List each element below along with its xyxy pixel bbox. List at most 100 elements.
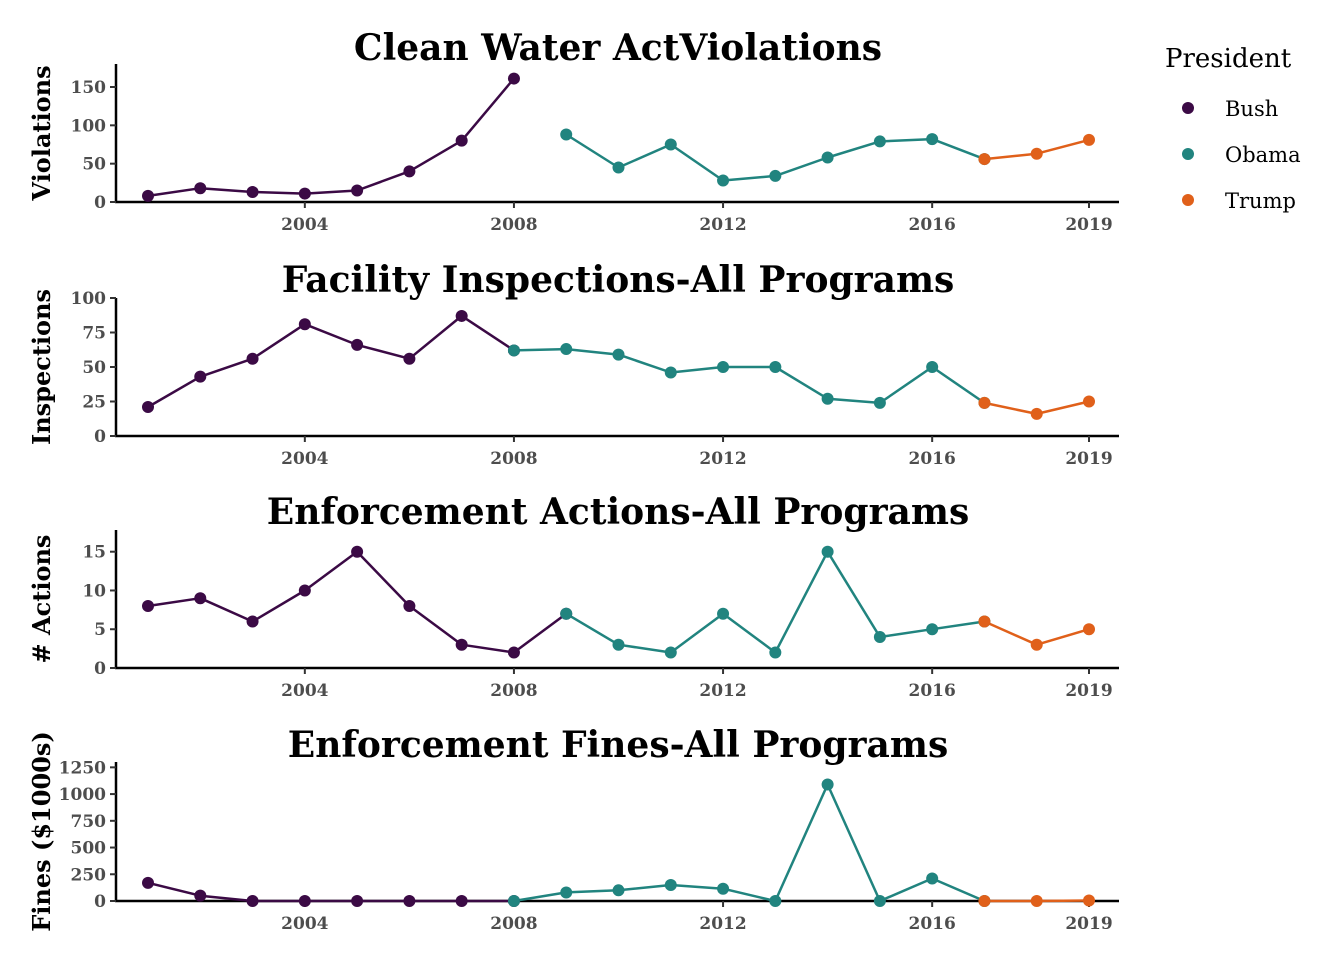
data-point-trump [1083, 623, 1095, 636]
data-point-obama [821, 151, 834, 164]
data-point-bush [142, 599, 154, 612]
data-point-obama [873, 630, 886, 643]
data-point-obama [926, 623, 939, 636]
data-point-obama [717, 174, 730, 187]
data-point-obama [560, 886, 573, 899]
y-tick-label: 50 [82, 155, 106, 175]
data-point-bush [351, 895, 364, 907]
x-tick-label: 2019 [1065, 681, 1112, 701]
y-tick-label: 25 [82, 393, 106, 413]
y-tick-label: 10 [82, 581, 106, 601]
data-point-obama [717, 607, 730, 620]
data-point-obama [769, 169, 782, 182]
data-point-obama [664, 878, 677, 891]
legend-swatch-trump [1182, 194, 1194, 206]
data-point-bush [403, 895, 416, 907]
legend-label-bush: Bush [1225, 97, 1278, 121]
data-point-bush [507, 72, 520, 85]
data-point-bush [455, 309, 468, 322]
data-point-bush [246, 186, 259, 199]
data-point-obama [873, 135, 886, 148]
legend-label-trump: Trump [1225, 189, 1296, 213]
x-tick-label: 2008 [490, 914, 537, 934]
legend-item-bush: Bush [1182, 97, 1278, 121]
data-point-bush [246, 615, 259, 628]
legend-item-trump: Trump [1182, 189, 1296, 213]
x-tick-label: 2019 [1065, 914, 1112, 934]
data-point-trump [978, 895, 991, 907]
data-point-bush [403, 352, 416, 365]
y-tick-label: 1250 [59, 758, 106, 778]
legend-label-obama: Obama [1225, 143, 1301, 167]
legend-swatch-bush [1182, 102, 1194, 114]
x-tick-label: 2008 [490, 215, 537, 235]
data-point-obama [717, 882, 730, 895]
y-axis-label: # Actions [27, 535, 56, 664]
x-tick-label: 2016 [909, 215, 956, 235]
data-point-bush [351, 338, 364, 351]
y-tick-label: 0 [94, 193, 106, 213]
data-point-trump [978, 153, 991, 166]
data-point-bush [455, 134, 468, 147]
data-point-bush [246, 352, 259, 365]
data-point-bush [194, 592, 207, 605]
x-tick-label: 2008 [490, 449, 537, 469]
x-tick-label: 2012 [699, 215, 746, 235]
data-point-obama [717, 361, 730, 373]
legend-swatch-obama [1182, 148, 1194, 160]
x-tick-label: 2016 [909, 449, 956, 469]
data-point-obama [926, 361, 939, 373]
series-line-bush [147, 314, 515, 409]
x-tick-label: 2016 [909, 681, 956, 701]
data-point-trump [1030, 407, 1043, 420]
series-line-obama [513, 347, 986, 405]
panel-2: Facility Inspections-All Programs Inspect… [27, 259, 1119, 469]
legend: President Bush Obama Trump [1165, 44, 1301, 213]
panel-title: Enforcement Fines-All Programs [288, 724, 948, 766]
data-point-obama [821, 545, 834, 558]
data-point-bush [194, 889, 207, 902]
y-tick-label: 500 [71, 839, 107, 859]
data-point-trump [1083, 133, 1095, 146]
data-point-trump [1083, 894, 1095, 907]
data-point-bush [298, 584, 311, 597]
panel-title: Enforcement Actions-All Programs [267, 491, 969, 533]
data-point-trump [1030, 147, 1043, 160]
legend-title: President [1165, 44, 1292, 74]
x-tick-label: 2008 [490, 681, 537, 701]
y-tick-label: 0 [94, 427, 106, 447]
y-axis-label: Inspections [27, 289, 56, 445]
data-point-obama [769, 361, 782, 373]
y-tick-label: 75 [82, 324, 106, 344]
data-point-obama [926, 133, 939, 146]
y-tick-label: 750 [71, 812, 107, 832]
data-point-obama [769, 895, 782, 907]
data-point-bush [507, 646, 520, 659]
data-point-obama [821, 392, 834, 405]
data-point-obama [769, 646, 782, 659]
series-line-obama [513, 783, 985, 903]
panel-4: Enforcement Fines-All Programs Fines ($10… [27, 724, 1119, 934]
data-point-obama [507, 895, 520, 907]
data-point-bush [194, 370, 207, 383]
data-point-obama [612, 638, 625, 651]
series-line-bush [147, 881, 514, 903]
data-point-bush [455, 895, 468, 907]
y-tick-label: 50 [82, 358, 106, 378]
y-axis-label: Violations [27, 65, 56, 201]
x-tick-label: 2004 [281, 215, 328, 235]
y-tick-label: 15 [82, 543, 106, 563]
data-point-bush [298, 895, 311, 907]
x-tick-label: 2004 [281, 681, 328, 701]
data-point-obama [664, 646, 677, 659]
data-point-obama [926, 872, 939, 885]
data-point-obama [873, 396, 886, 409]
data-point-obama [560, 607, 573, 620]
data-point-bush [455, 638, 468, 651]
series-line-bush [147, 550, 567, 654]
panel-3: Enforcement Actions-All Programs # Action… [27, 491, 1119, 701]
x-tick-label: 2004 [281, 449, 328, 469]
panel-1: Clean Water ActViolations Violations 0 50 10… [27, 27, 1119, 235]
data-point-trump [1030, 638, 1043, 651]
